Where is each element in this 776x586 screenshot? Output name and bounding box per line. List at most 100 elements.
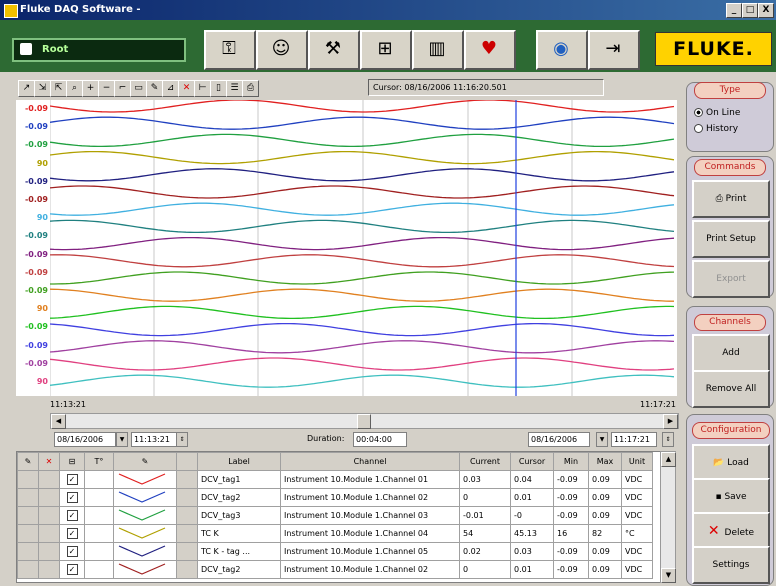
col-header-min[interactable]: Min bbox=[553, 452, 589, 471]
col-header-max[interactable]: Max bbox=[588, 452, 622, 471]
col-header-current[interactable]: Current bbox=[459, 452, 511, 471]
row-edit-button[interactable] bbox=[17, 542, 39, 561]
row-color-swatch[interactable] bbox=[113, 524, 177, 543]
user-button[interactable]: ☺ bbox=[256, 30, 308, 70]
row-color-button[interactable] bbox=[176, 542, 198, 561]
row-edit-button[interactable] bbox=[17, 488, 39, 507]
exit-button[interactable]: ⇥ bbox=[588, 30, 640, 70]
table-row[interactable]: ✓ DCV_tag2 Instrument 10.Module 1.Channel … bbox=[17, 560, 653, 579]
scroll-up-icon[interactable]: ▲ bbox=[661, 452, 676, 467]
col-header-cursor[interactable]: Cursor bbox=[510, 452, 554, 471]
checkbox-icon[interactable]: ✓ bbox=[66, 564, 78, 575]
zoom-in-icon[interactable]: + bbox=[82, 80, 99, 97]
row-visible-checkbox[interactable]: ✓ bbox=[59, 506, 85, 525]
row-delete-button[interactable] bbox=[38, 506, 60, 525]
alarm-button[interactable]: ♥ bbox=[464, 30, 516, 70]
chart-tool-7[interactable]: ⌐ bbox=[114, 80, 131, 97]
maximize-button[interactable]: □ bbox=[742, 3, 758, 18]
col-header-channel[interactable]: Channel bbox=[280, 452, 460, 471]
delete-button[interactable]: ✕ Delete bbox=[692, 512, 770, 550]
scroll-left-icon[interactable]: ◀ bbox=[51, 414, 66, 429]
cursor-icon[interactable]: ⊢ bbox=[194, 80, 211, 97]
row-delete-button[interactable] bbox=[38, 524, 60, 543]
start-date-field[interactable]: 08/16/2006 bbox=[54, 432, 116, 447]
row-color-swatch[interactable] bbox=[113, 542, 177, 561]
col-header-label[interactable]: Label bbox=[197, 452, 281, 471]
chart-tool-3[interactable]: ⇱ bbox=[50, 80, 67, 97]
scale-col-icon[interactable]: T° bbox=[84, 452, 114, 471]
pencil-icon[interactable]: ✎ bbox=[146, 80, 163, 97]
print-setup-button[interactable]: Print Setup bbox=[692, 220, 770, 258]
start-time-spin-icon[interactable]: ⇕ bbox=[176, 432, 188, 447]
chart-tool-8[interactable]: ▭ bbox=[130, 80, 147, 97]
settings-button[interactable]: Settings bbox=[692, 546, 770, 584]
trend-plot[interactable] bbox=[50, 100, 677, 396]
add-button[interactable]: Add bbox=[692, 334, 770, 372]
checkbox-icon[interactable]: ✓ bbox=[66, 510, 78, 521]
checkbox-icon[interactable]: ✓ bbox=[66, 528, 78, 539]
chart-button[interactable]: ▥ bbox=[412, 30, 464, 70]
table-row[interactable]: ✓ DCV_tag3 Instrument 10.Module 1.Channel … bbox=[17, 506, 653, 525]
row-visible-checkbox[interactable]: ✓ bbox=[59, 560, 85, 579]
time-scrollbar[interactable]: ◀ ▶ bbox=[50, 413, 679, 429]
load-button[interactable]: 📂 Load bbox=[692, 444, 770, 482]
row-color-button[interactable] bbox=[176, 560, 198, 579]
checkbox-icon[interactable]: ✓ bbox=[66, 546, 78, 557]
row-visible-checkbox[interactable]: ✓ bbox=[59, 524, 85, 543]
row-delete-button[interactable] bbox=[38, 470, 60, 489]
row-visible-checkbox[interactable]: ✓ bbox=[59, 542, 85, 561]
duration-field[interactable]: 00:04:00 bbox=[353, 432, 407, 447]
edit-col-icon[interactable]: ✎ bbox=[17, 452, 39, 471]
minimize-button[interactable]: _ bbox=[726, 3, 742, 18]
row-visible-checkbox[interactable]: ✓ bbox=[59, 488, 85, 507]
row-edit-button[interactable] bbox=[17, 506, 39, 525]
row-color-swatch[interactable] bbox=[113, 506, 177, 525]
export-button[interactable]: Export bbox=[692, 260, 770, 298]
row-color-button[interactable] bbox=[176, 488, 198, 507]
row-edit-button[interactable] bbox=[17, 560, 39, 579]
delete-icon[interactable]: ✕ bbox=[178, 80, 195, 97]
chart-tool-13[interactable]: ▯ bbox=[210, 80, 227, 97]
globe-button[interactable]: ◉ bbox=[536, 30, 588, 70]
checkbox-icon[interactable]: ✓ bbox=[66, 474, 78, 485]
close-button[interactable]: X bbox=[758, 3, 774, 18]
row-visible-checkbox[interactable]: ✓ bbox=[59, 470, 85, 489]
visible-col-icon[interactable]: ⊟ bbox=[59, 452, 85, 471]
table-row[interactable]: ✓ DCV_tag2 Instrument 10.Module 1.Channel … bbox=[17, 488, 653, 507]
delete-col-icon[interactable]: ✕ bbox=[38, 452, 60, 471]
save-button[interactable]: ▪ Save bbox=[692, 478, 770, 516]
end-date-field[interactable]: 08/16/2006 bbox=[528, 432, 590, 447]
row-delete-button[interactable] bbox=[38, 488, 60, 507]
printer-icon[interactable]: ⎙ bbox=[242, 80, 259, 97]
end-date-dropdown-icon[interactable]: ▼ bbox=[596, 432, 608, 447]
instrument-button[interactable]: ⚒ bbox=[308, 30, 360, 70]
row-color-swatch[interactable] bbox=[113, 488, 177, 507]
row-color-button[interactable] bbox=[176, 470, 198, 489]
row-edit-button[interactable] bbox=[17, 470, 39, 489]
start-date-dropdown-icon[interactable]: ▼ bbox=[116, 432, 128, 447]
start-time-field[interactable]: 11:13:21 bbox=[131, 432, 177, 447]
scroll-down-icon[interactable]: ▼ bbox=[661, 568, 676, 583]
key-button[interactable]: ⚿ bbox=[204, 30, 256, 70]
table-row[interactable]: ✓ TC K - tag ... Instrument 10.Module 1.Ch… bbox=[17, 542, 653, 561]
table-row[interactable]: ✓ DCV_tag1 Instrument 10.Module 1.Channel … bbox=[17, 470, 653, 489]
remove-all-button[interactable]: Remove All bbox=[692, 370, 770, 408]
table-row[interactable]: ✓ TC K Instrument 10.Module 1.Channel 04 54… bbox=[17, 524, 653, 543]
col-header-unit[interactable]: Unit bbox=[621, 452, 653, 471]
chart-tool-1[interactable]: ↗ bbox=[18, 80, 35, 97]
row-color-swatch[interactable] bbox=[113, 560, 177, 579]
row-delete-button[interactable] bbox=[38, 542, 60, 561]
row-color-button[interactable] bbox=[176, 524, 198, 543]
row-edit-button[interactable] bbox=[17, 524, 39, 543]
scroll-thumb[interactable] bbox=[357, 414, 371, 429]
end-time-field[interactable]: 11:17:21 bbox=[611, 432, 657, 447]
chart-tool-2[interactable]: ⇲ bbox=[34, 80, 51, 97]
chart-tool-10[interactable]: ⊿ bbox=[162, 80, 179, 97]
online-radio[interactable]: On Line bbox=[694, 108, 740, 118]
table-scrollbar[interactable]: ▲ ▼ bbox=[660, 451, 676, 583]
end-time-spin-icon[interactable]: ⇕ bbox=[662, 432, 674, 447]
row-delete-button[interactable] bbox=[38, 560, 60, 579]
row-color-button[interactable] bbox=[176, 506, 198, 525]
row-color-swatch[interactable] bbox=[113, 470, 177, 489]
zoom-fit-icon[interactable]: ⌕ bbox=[66, 80, 83, 97]
